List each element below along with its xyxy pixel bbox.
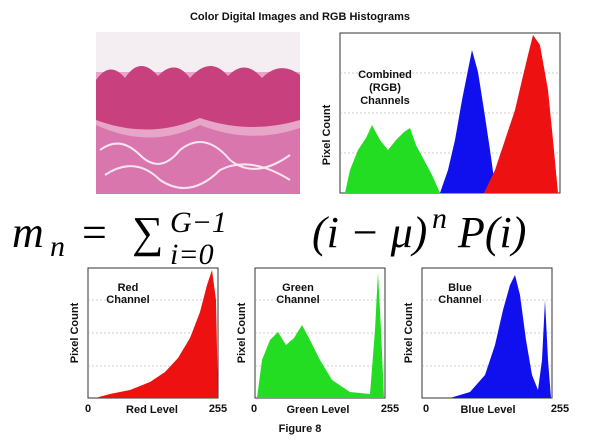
x-tick-label: 255 bbox=[209, 403, 227, 415]
y-axis-label: Pixel Count bbox=[236, 302, 248, 363]
x-axis-label: Red Level bbox=[126, 404, 178, 416]
x-axis-label: Blue Level bbox=[460, 404, 515, 416]
figure-title: Color Digital Images and RGB Histograms bbox=[190, 11, 410, 23]
x-tick-label: 0 bbox=[85, 403, 91, 415]
plot-label: Channel bbox=[438, 294, 481, 306]
formula-equals: = bbox=[82, 208, 107, 257]
figure-caption: Figure 8 bbox=[279, 423, 322, 435]
formula-tail: P(i) bbox=[457, 208, 526, 257]
plot-label: Red bbox=[118, 282, 139, 294]
y-axis-label: Pixel Count bbox=[321, 104, 333, 165]
formula-sum: ∑ bbox=[132, 208, 163, 257]
page: Color Digital Images and RGB Histograms … bbox=[0, 0, 606, 441]
plot-label: Combined bbox=[358, 69, 412, 81]
tissue-image bbox=[96, 32, 300, 194]
y-axis-label: Pixel Count bbox=[403, 302, 415, 363]
plot-label: (RGB) bbox=[369, 82, 401, 94]
formula-body-sup: n bbox=[432, 202, 447, 235]
formula-sum-sub: i=0 bbox=[170, 238, 214, 271]
red-histogram: Red Channel Pixel Count 0 Red Level 255 bbox=[69, 268, 227, 416]
formula: m n = ∑ G−1 i=0 (i − μ) n P(i) bbox=[0, 194, 606, 271]
formula-lhs-sub: n bbox=[50, 230, 65, 263]
x-axis-label: Green Level bbox=[287, 404, 350, 416]
plot-label: Channels bbox=[360, 95, 410, 107]
plot-label: Channel bbox=[276, 294, 319, 306]
plot-label: Blue bbox=[448, 282, 472, 294]
image-top bbox=[96, 32, 300, 72]
green-histogram: Green Channel Pixel Count 0 Green Level … bbox=[236, 268, 399, 416]
y-axis-label: Pixel Count bbox=[69, 302, 81, 363]
blue-histogram: Blue Channel Pixel Count 0 Blue Level 25… bbox=[403, 268, 569, 416]
formula-lhs: m bbox=[12, 208, 44, 257]
x-tick-label: 0 bbox=[251, 403, 257, 415]
x-tick-label: 255 bbox=[551, 403, 569, 415]
formula-sum-sup: G−1 bbox=[170, 206, 227, 239]
x-tick-label: 0 bbox=[423, 403, 429, 415]
x-tick-label: 255 bbox=[381, 403, 399, 415]
image-lower bbox=[96, 125, 300, 194]
plot-label: Channel bbox=[106, 294, 149, 306]
figure: Color Digital Images and RGB Histograms … bbox=[0, 0, 606, 441]
combined-histogram: Combined (RGB) Channels Pixel Count bbox=[321, 33, 560, 193]
formula-body: (i − μ) bbox=[312, 208, 427, 257]
plot-label: Green bbox=[282, 282, 314, 294]
